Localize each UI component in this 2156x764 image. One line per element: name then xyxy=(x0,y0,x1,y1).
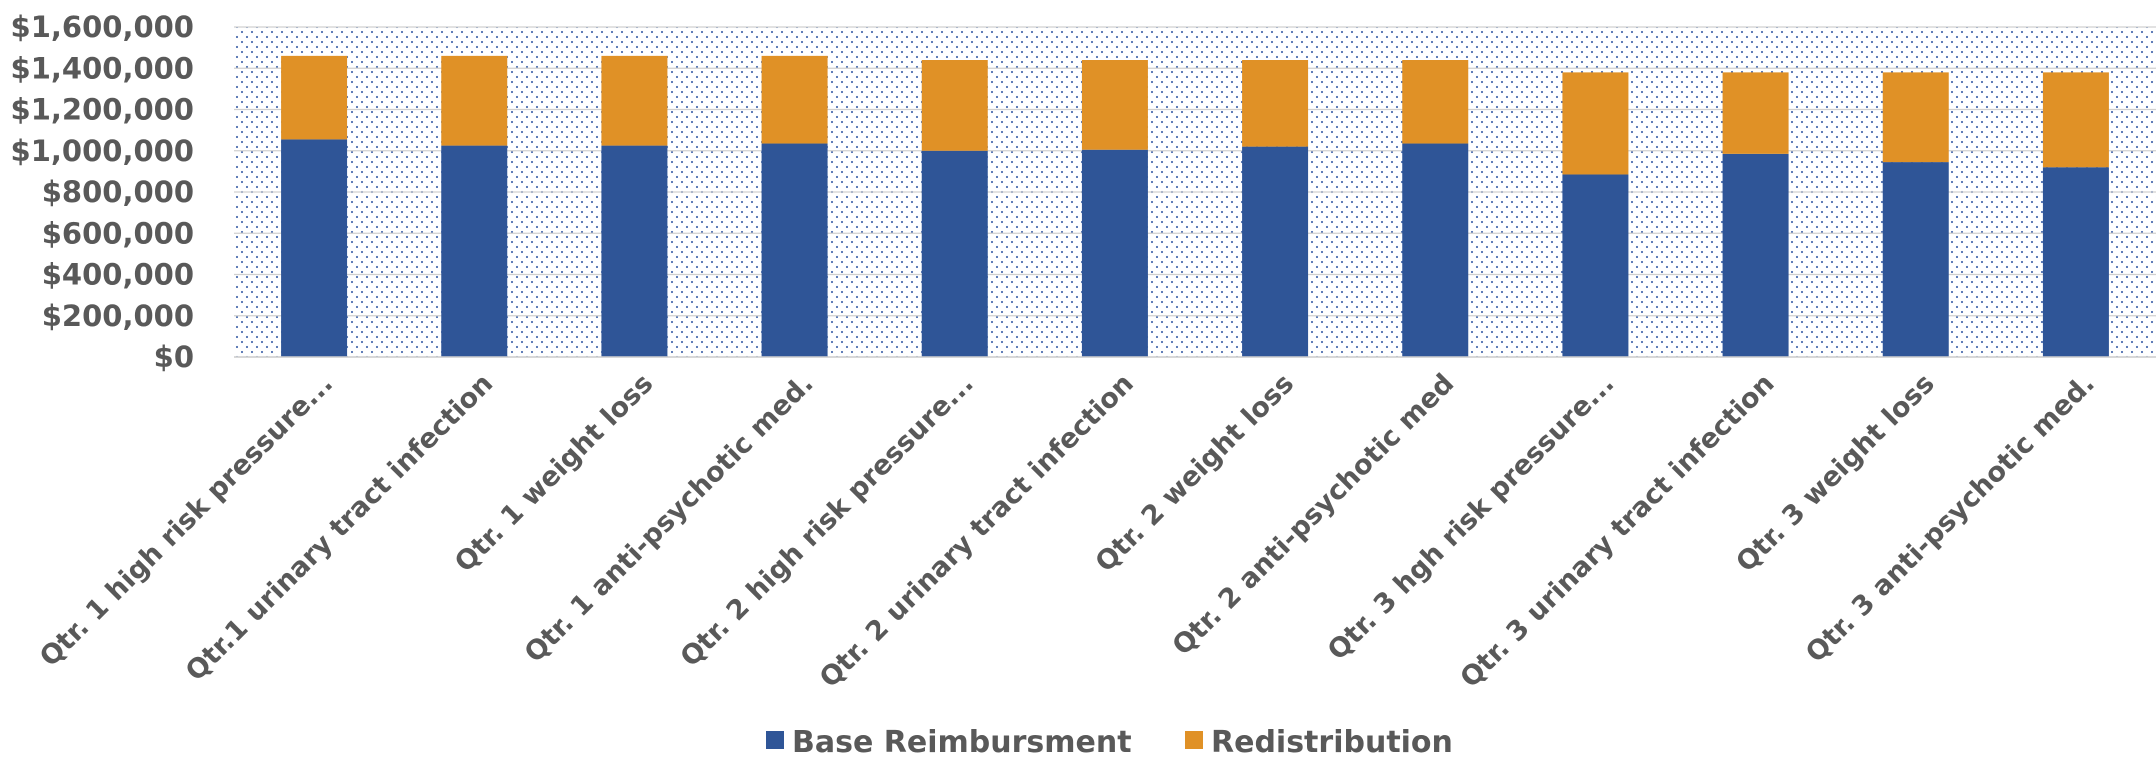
x-tick-label: Qtr. 3 urinary tract infection xyxy=(1455,368,1781,694)
x-tick-label: Qtr. 3 hgh risk pressure... xyxy=(1322,368,1620,666)
bar-redistribution xyxy=(2042,72,2109,168)
bar-redistribution xyxy=(1242,60,1309,147)
x-tick-label: Qtr. 1 anti-psychotic med. xyxy=(519,368,820,669)
bar-redistribution xyxy=(921,60,988,151)
legend-label-base-reimbursment: Base Reimbursment xyxy=(792,725,1132,760)
y-axis: $0 $200,000 $400,000 $600,000 $800,000 $1,000… xyxy=(11,10,194,374)
bar-base-reimbursment xyxy=(441,145,508,357)
x-axis: Qtr. 1 high risk pressure...Qtr.1 urinar… xyxy=(34,356,2156,694)
y-tick-label: $1,600,000 xyxy=(11,10,194,44)
y-tick-label: $0 xyxy=(154,340,194,374)
x-tick-label: Qtr. 1 high risk pressure... xyxy=(34,368,339,673)
legend-label-redistribution: Redistribution xyxy=(1211,725,1453,760)
bar-redistribution xyxy=(441,55,508,146)
bar-base-reimbursment xyxy=(1242,146,1309,357)
y-tick-label: $400,000 xyxy=(42,258,194,292)
bar-base-reimbursment xyxy=(1402,143,1469,357)
legend-swatch-base-reimbursment xyxy=(766,731,784,749)
bar-redistribution xyxy=(1402,60,1469,144)
bar-redistribution xyxy=(281,55,348,140)
bar-base-reimbursment xyxy=(1882,162,1949,357)
x-tick-label: Qtr. 2 anti-psychotic med xyxy=(1167,368,1461,662)
gridlines xyxy=(234,26,2156,358)
bar-base-reimbursment xyxy=(281,139,348,357)
bar-base-reimbursment xyxy=(761,143,828,357)
bar-base-reimbursment xyxy=(1722,153,1789,357)
y-tick-label: $1,000,000 xyxy=(11,134,194,168)
legend: Base Reimbursment Redistribution xyxy=(766,725,1453,760)
bar-redistribution xyxy=(1081,60,1148,150)
y-tick-label: $800,000 xyxy=(42,175,194,209)
legend-swatch-redistribution xyxy=(1185,731,1203,749)
y-tick-label: $1,200,000 xyxy=(11,93,194,127)
bar-redistribution xyxy=(1882,72,1949,163)
bar-redistribution xyxy=(1722,72,1789,154)
bar-redistribution xyxy=(601,55,668,146)
x-tick-label: Qtr.1 urinary tract infection xyxy=(180,368,499,687)
bar-base-reimbursment xyxy=(1562,174,1629,357)
y-tick-label: $1,400,000 xyxy=(11,51,194,85)
bar-base-reimbursment xyxy=(2042,167,2109,357)
bar-base-reimbursment xyxy=(921,150,988,357)
bar-redistribution xyxy=(1562,72,1629,175)
bars xyxy=(281,55,2109,357)
bar-base-reimbursment xyxy=(1081,149,1148,357)
y-tick-label: $200,000 xyxy=(42,299,194,333)
bar-redistribution xyxy=(761,55,828,144)
bar-base-reimbursment xyxy=(601,145,668,357)
x-tick-label: Qtr. 2 urinary tract infection xyxy=(814,368,1140,694)
x-tick-label: Qtr. 3 anti-psychotic med. xyxy=(1800,368,2101,669)
y-tick-label: $600,000 xyxy=(42,216,194,250)
x-tick-label: Qtr. 2 high risk pressure... xyxy=(675,368,980,673)
